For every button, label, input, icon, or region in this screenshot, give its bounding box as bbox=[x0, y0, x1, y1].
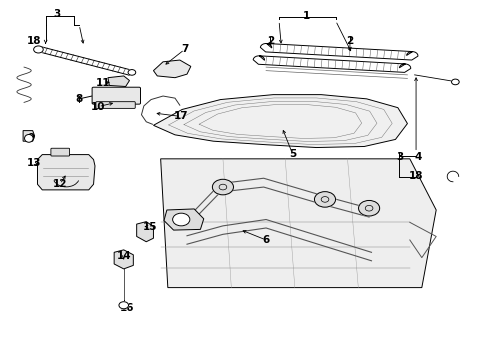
Polygon shape bbox=[260, 44, 417, 60]
Text: 3: 3 bbox=[396, 152, 403, 162]
Text: 3: 3 bbox=[53, 9, 60, 19]
Circle shape bbox=[34, 46, 43, 53]
Ellipse shape bbox=[24, 135, 33, 142]
Circle shape bbox=[119, 302, 128, 309]
Text: 18: 18 bbox=[408, 171, 423, 181]
Polygon shape bbox=[153, 95, 407, 148]
Text: 17: 17 bbox=[174, 112, 188, 121]
Text: 12: 12 bbox=[53, 179, 67, 189]
Circle shape bbox=[172, 213, 189, 226]
Circle shape bbox=[450, 79, 458, 85]
Text: 13: 13 bbox=[26, 158, 41, 168]
Text: 14: 14 bbox=[116, 251, 131, 261]
Text: 7: 7 bbox=[181, 45, 188, 54]
Polygon shape bbox=[253, 56, 410, 72]
FancyBboxPatch shape bbox=[96, 102, 135, 108]
Polygon shape bbox=[38, 154, 95, 190]
Text: 11: 11 bbox=[96, 78, 110, 88]
Polygon shape bbox=[114, 250, 133, 269]
Polygon shape bbox=[160, 159, 435, 288]
Text: 16: 16 bbox=[120, 303, 134, 313]
Text: 2: 2 bbox=[346, 36, 353, 46]
Circle shape bbox=[128, 69, 136, 75]
Circle shape bbox=[314, 192, 335, 207]
Polygon shape bbox=[137, 222, 153, 242]
Text: 6: 6 bbox=[262, 235, 269, 245]
FancyBboxPatch shape bbox=[92, 87, 140, 104]
Text: 5: 5 bbox=[288, 149, 295, 158]
Circle shape bbox=[212, 179, 233, 195]
Polygon shape bbox=[23, 131, 35, 141]
Text: 18: 18 bbox=[26, 36, 41, 46]
FancyBboxPatch shape bbox=[51, 148, 69, 156]
Text: 2: 2 bbox=[266, 36, 274, 46]
Text: 10: 10 bbox=[91, 102, 105, 112]
Text: 9: 9 bbox=[28, 133, 35, 143]
Polygon shape bbox=[153, 60, 190, 78]
Text: 4: 4 bbox=[413, 152, 421, 162]
Circle shape bbox=[358, 201, 379, 216]
Text: 1: 1 bbox=[303, 11, 310, 21]
Polygon shape bbox=[108, 76, 129, 86]
Text: 8: 8 bbox=[75, 94, 82, 104]
Polygon shape bbox=[163, 209, 203, 230]
Text: 15: 15 bbox=[142, 221, 157, 231]
